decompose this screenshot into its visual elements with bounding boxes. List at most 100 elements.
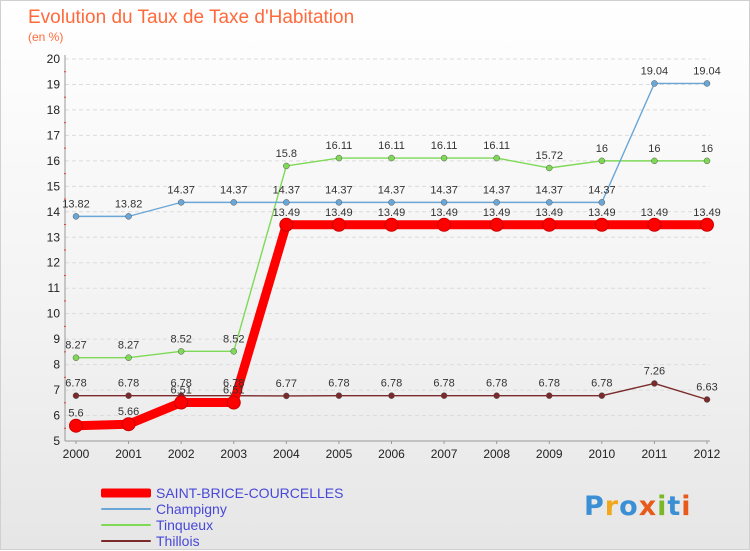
y-tick-label: 18 — [47, 103, 61, 117]
x-tick-label: 2010 — [588, 447, 615, 461]
data-point-champigny — [283, 199, 290, 206]
data-point-saint-brice-courcelles — [647, 217, 662, 232]
data-point-saint-brice-courcelles — [437, 217, 452, 232]
data-point-saint-brice-courcelles — [226, 395, 241, 410]
data-point-saint-brice-courcelles — [174, 395, 189, 410]
x-tick-label: 2007 — [431, 447, 458, 461]
data-point-saint-brice-courcelles — [279, 217, 294, 232]
data-point-saint-brice-courcelles — [121, 417, 136, 432]
data-label-champigny: 14.37 — [325, 184, 353, 196]
data-label-champigny: 13.82 — [62, 198, 90, 210]
data-label-champigny: 13.82 — [115, 198, 143, 210]
data-label-thillois: 6.78 — [486, 378, 507, 390]
data-label-tinqueux: 8.52 — [170, 333, 191, 345]
chart-title: Evolution du Taux de Taxe d'Habitation — [28, 7, 355, 28]
logo-letter: P — [584, 491, 605, 522]
data-point-thillois — [651, 380, 658, 387]
data-label-champigny: 14.37 — [220, 184, 248, 196]
data-point-saint-brice-courcelles — [542, 217, 557, 232]
data-label-tinqueux: 16 — [648, 143, 660, 155]
data-point-tinqueux — [546, 164, 553, 172]
data-label-thillois: 7.26 — [644, 365, 665, 377]
data-label-tinqueux: 16.11 — [326, 140, 353, 152]
data-label-tinqueux: 8.27 — [118, 340, 139, 352]
data-label-champigny: 19.04 — [641, 65, 669, 77]
logo-letter: i — [681, 491, 692, 522]
data-label-champigny: 14.37 — [378, 184, 406, 196]
data-point-tinqueux — [651, 157, 658, 165]
y-tick-label: 5 — [53, 434, 60, 448]
data-label-tinqueux: 8.27 — [65, 340, 86, 352]
data-point-tinqueux — [703, 157, 711, 165]
chart-legend: SAINT-BRICE-COURCELLES Champigny Tinqueux T… — [101, 485, 421, 549]
data-label-saint-brice-courcelles: 6.51 — [223, 385, 244, 397]
logo-letter: o — [619, 491, 639, 522]
data-label-tinqueux: 16 — [701, 143, 713, 155]
y-tick-label: 15 — [47, 179, 61, 193]
logo-letter: x — [638, 491, 658, 522]
y-tick-label: 19 — [47, 77, 61, 91]
data-point-champigny — [72, 213, 80, 220]
data-label-thillois: 6.77 — [276, 378, 297, 390]
data-point-champigny — [440, 199, 448, 206]
data-point-saint-brice-courcelles — [384, 217, 399, 232]
legend-label: Thillois — [156, 533, 200, 549]
x-tick-label: 2004 — [273, 447, 300, 461]
data-label-saint-brice-courcelles: 5.66 — [118, 406, 139, 418]
x-tick-label: 2002 — [168, 447, 195, 461]
logo-letter: i — [657, 491, 668, 522]
data-label-saint-brice-courcelles: 13.49 — [535, 207, 563, 219]
data-label-thillois: 6.78 — [328, 378, 349, 390]
data-point-tinqueux — [283, 162, 290, 170]
data-label-thillois: 6.78 — [591, 378, 612, 390]
data-label-thillois: 6.78 — [539, 378, 560, 390]
y-tick-label: 16 — [47, 154, 61, 168]
legend-label: SAINT-BRICE-COURCELLES — [156, 485, 344, 501]
legend-item-champigny: Champigny — [101, 501, 421, 517]
y-tick-label: 6 — [53, 409, 60, 423]
data-point-champigny — [177, 199, 185, 206]
x-tick-label: 2011 — [642, 447, 668, 461]
data-point-thillois — [703, 396, 711, 403]
data-point-thillois — [598, 392, 606, 399]
y-tick-label: 8 — [53, 358, 60, 372]
data-label-tinqueux: 16.11 — [378, 140, 405, 152]
data-label-champigny: 19.04 — [693, 65, 721, 77]
data-label-tinqueux: 16.11 — [431, 140, 458, 152]
legend-item-saint-brice-courcelles: SAINT-BRICE-COURCELLES — [101, 485, 421, 501]
data-label-saint-brice-courcelles: 13.49 — [325, 207, 353, 219]
data-label-thillois: 6.78 — [170, 378, 191, 390]
data-point-champigny — [493, 199, 500, 206]
data-point-saint-brice-courcelles — [331, 217, 346, 232]
data-label-saint-brice-courcelles: 13.49 — [588, 207, 616, 219]
data-label-saint-brice-courcelles: 13.49 — [273, 207, 301, 219]
data-point-champigny — [546, 199, 553, 206]
data-point-saint-brice-courcelles — [594, 217, 609, 232]
data-label-thillois: 6.78 — [65, 378, 86, 390]
data-label-saint-brice-courcelles: 6.51 — [170, 385, 191, 397]
logo-letter: t — [667, 491, 682, 522]
y-tick-label: 20 — [47, 52, 61, 66]
data-label-saint-brice-courcelles: 13.49 — [430, 207, 458, 219]
legend-label: Champigny — [156, 501, 227, 517]
legend-label: Tinqueux — [156, 517, 214, 533]
data-point-thillois — [493, 392, 500, 399]
logo-letter: r — [604, 491, 620, 522]
data-point-champigny — [125, 213, 132, 220]
x-tick-label: 2003 — [220, 447, 247, 461]
y-tick-label: 13 — [47, 230, 61, 244]
data-label-thillois: 6.78 — [381, 378, 402, 390]
y-tick-label: 11 — [48, 281, 61, 295]
chart-unit-label: (en %) — [28, 30, 64, 44]
data-label-thillois: 6.63 — [696, 381, 717, 393]
data-point-thillois — [388, 392, 395, 399]
legend-swatch — [101, 488, 151, 498]
data-point-champigny — [703, 80, 711, 87]
legend-swatch — [101, 540, 151, 542]
data-point-tinqueux — [72, 354, 80, 361]
x-tick-label: 2000 — [63, 447, 90, 461]
data-point-saint-brice-courcelles — [489, 217, 504, 232]
data-label-tinqueux: 16.11 — [483, 140, 510, 152]
